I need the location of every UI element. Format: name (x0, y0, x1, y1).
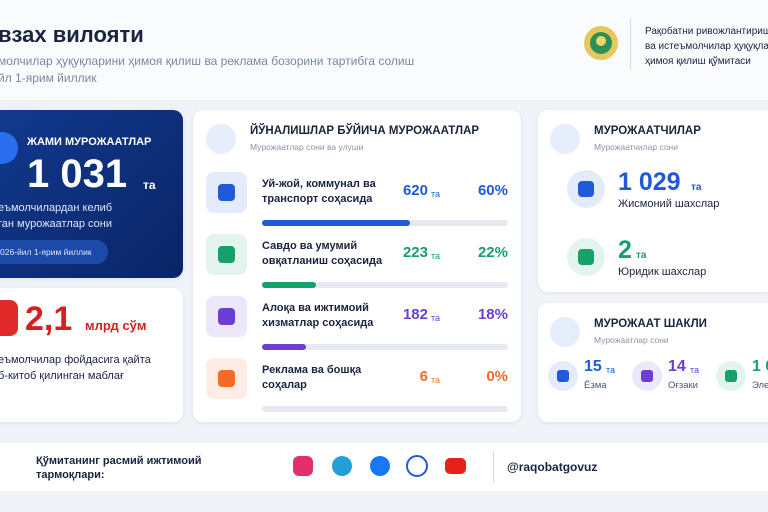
label-line: транспорт соҳасида (262, 193, 373, 205)
unit: та (606, 365, 616, 375)
money-desc: еъмолчилар фойдасига қайта б-китоб қилинг… (0, 352, 151, 384)
count: 182 (402, 306, 428, 323)
label-line: Уй-жой, коммунал ва (262, 178, 376, 190)
social-icons (293, 455, 466, 477)
divider (493, 450, 494, 482)
value: 2 (618, 236, 632, 264)
count: 620 (402, 182, 428, 199)
total-unit: та (143, 178, 156, 192)
bar (262, 344, 307, 350)
label: Жисмоний шахслар (618, 198, 720, 210)
label: Юридик шахслар (618, 266, 707, 278)
money-card (0, 288, 183, 422)
label-line: хизматлар соҳасида (262, 317, 374, 329)
card-subtitle: Мурожаатлар сони ва улуши (250, 142, 364, 152)
label-line: овқатланиш соҳасида (262, 255, 383, 267)
total-value: 1 031 (27, 152, 128, 196)
icon (0, 132, 18, 164)
card-title: МУРОЖААТ ШАКЛИ (594, 318, 707, 330)
youtube[interactable] (445, 458, 466, 474)
desc-line: еъмолчилар фойдасига қайта (0, 354, 151, 366)
icon (641, 370, 653, 382)
icon (725, 370, 737, 382)
card-subtitle: Мурожаатчилар сони (594, 142, 679, 152)
directions-card (193, 110, 521, 422)
instagram[interactable] (293, 456, 313, 476)
percent: 22% (477, 244, 508, 261)
unit: та (690, 365, 700, 375)
bar-track (262, 406, 508, 412)
value: 14 (668, 358, 686, 375)
money-value: 2,1 (25, 300, 73, 338)
icon (218, 246, 235, 263)
telegram[interactable] (332, 456, 352, 476)
facebook[interactable] (370, 456, 390, 476)
unit: та (691, 182, 702, 193)
card-subtitle: Мурожаатлар сони (594, 335, 669, 345)
website[interactable] (406, 455, 428, 477)
label: Оғзаки (668, 380, 698, 391)
unit: та (431, 313, 441, 323)
bar (262, 220, 410, 226)
icon (218, 184, 235, 201)
footer-line: Қўмитанинг расмий ижтимоий (36, 455, 202, 467)
agency: Рақобатни ривожлантириш ва истеъмолчилар … (645, 24, 768, 69)
label-line: Савдо ва умумий (262, 240, 358, 252)
desc-line: еъмолчилардан келиб (0, 202, 113, 214)
icon (578, 249, 594, 265)
subtitle: молчилар ҳуқуқларини ҳимоя қилиш ва рекл… (0, 54, 415, 68)
label-line: Реклама ва бошқа (262, 364, 362, 376)
value: 15 (584, 358, 602, 375)
card-title: МУРОЖААТЧИЛАР (594, 125, 701, 137)
label-line: Алоқа ва ижтимоий (262, 302, 369, 314)
label: Ёзма (584, 380, 607, 391)
percent: 0% (486, 368, 508, 385)
footer-label: Қўмитанинг расмий ижтимоий тармоқлари: (36, 454, 202, 482)
emblem (584, 26, 618, 60)
footer-line: тармоқлари: (36, 469, 105, 481)
unit: та (431, 375, 441, 385)
percent: 60% (477, 182, 508, 199)
icon (218, 308, 235, 325)
card-title: ЙЎНАЛИШЛАР БЎЙИЧА МУРОЖААТЛАР (250, 125, 480, 137)
agency-line: ва истеъмолчилар ҳуқуқлар (645, 41, 768, 52)
divider (630, 18, 631, 70)
total-label: ЖАМИ МУРОЖААТЛАР (27, 136, 152, 148)
icon (218, 370, 235, 387)
money-unit: млрд сўм (85, 318, 147, 333)
icon (0, 300, 18, 336)
value: 1 00 (752, 358, 768, 375)
handle[interactable]: @raqobatgovuz (507, 460, 598, 474)
period: йл 1-ярим йиллик (0, 71, 97, 85)
unit: та (431, 189, 441, 199)
header (0, 0, 768, 100)
icon (578, 181, 594, 197)
total-period: 026-йил 1-ярим йиллик (0, 240, 108, 264)
bar-track (262, 282, 508, 288)
percent: 18% (477, 306, 508, 323)
desc-line: ган мурожаатлар сони (0, 218, 113, 230)
count: 223 (402, 244, 428, 261)
agency-line: Рақобатни ривожлантириш (645, 26, 768, 37)
icon (550, 317, 580, 347)
icon (206, 124, 236, 154)
total-desc: еъмолчилардан келиб ган мурожаатлар сони (0, 200, 112, 232)
label: Эле (752, 380, 768, 391)
desc-line: б-китоб қилинган маблағ (0, 370, 124, 382)
bar (262, 282, 317, 288)
count: 6 (419, 368, 428, 385)
icon (550, 124, 580, 154)
unit: та (636, 250, 647, 261)
agency-line: ҳимоя қилиш қўмитаси (645, 56, 751, 67)
title: взах вилояти (0, 22, 144, 47)
bar-track (262, 344, 508, 350)
unit: та (431, 251, 441, 261)
value: 1 029 (618, 168, 681, 196)
label-line: соҳалар (262, 379, 307, 391)
icon (557, 370, 569, 382)
